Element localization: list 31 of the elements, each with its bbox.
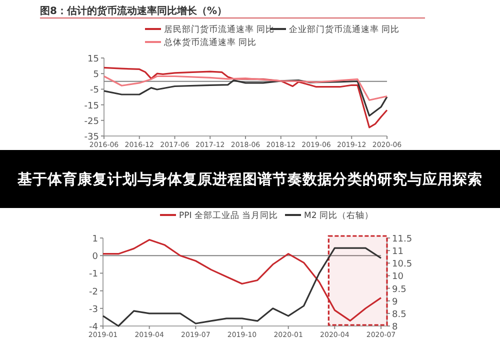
text: 基于体育康复计划与身体复原进程图谱节奏数据分类的研究与应用探索 — [18, 170, 482, 188]
y2-tick-label: 9.5 — [392, 284, 406, 295]
legend-label: 总体货币流通速率 同比 — [163, 37, 257, 48]
y-tick-label: 0 — [92, 252, 98, 262]
y-tick-label: -4 — [89, 322, 98, 332]
line-series — [102, 238, 382, 322]
y2-tick-label: 8.5 — [392, 310, 406, 320]
line-series — [103, 66, 388, 128]
y-tick-label: -1 — [89, 270, 98, 280]
line-series — [103, 75, 388, 101]
line-series — [102, 247, 382, 327]
legend-label: M2 同比（右轴） — [304, 210, 374, 221]
y-tick-label: -5 — [90, 86, 99, 96]
y-tick-label: -2 — [89, 287, 98, 298]
legend-label: PPI 全部工业品 当月同比 — [179, 210, 278, 221]
y-tick-label: -25 — [84, 116, 99, 127]
y2-tick-label: 9 — [392, 297, 398, 308]
y-tick-label: 1 — [92, 234, 98, 244]
y-tick-label: -3 — [89, 304, 98, 315]
line-series — [103, 80, 388, 117]
y-tick-label: 5 — [93, 70, 99, 80]
y2-tick-label: 8 — [392, 322, 398, 332]
legend-label: 企业部门货币流通速率 同比 — [289, 24, 400, 35]
y-tick-label: 15 — [88, 54, 99, 64]
chart-title: 图8：估计的货币流动速率同比增长（%） — [40, 5, 227, 17]
y2-tick-label: 11.5 — [392, 234, 412, 244]
y-tick-label: -35 — [84, 132, 99, 142]
y2-tick-label: 10 — [392, 272, 404, 282]
y2-tick-label: 11 — [392, 247, 404, 258]
y-tick-label: -15 — [84, 101, 99, 112]
y2-tick-label: 10.5 — [392, 260, 412, 270]
